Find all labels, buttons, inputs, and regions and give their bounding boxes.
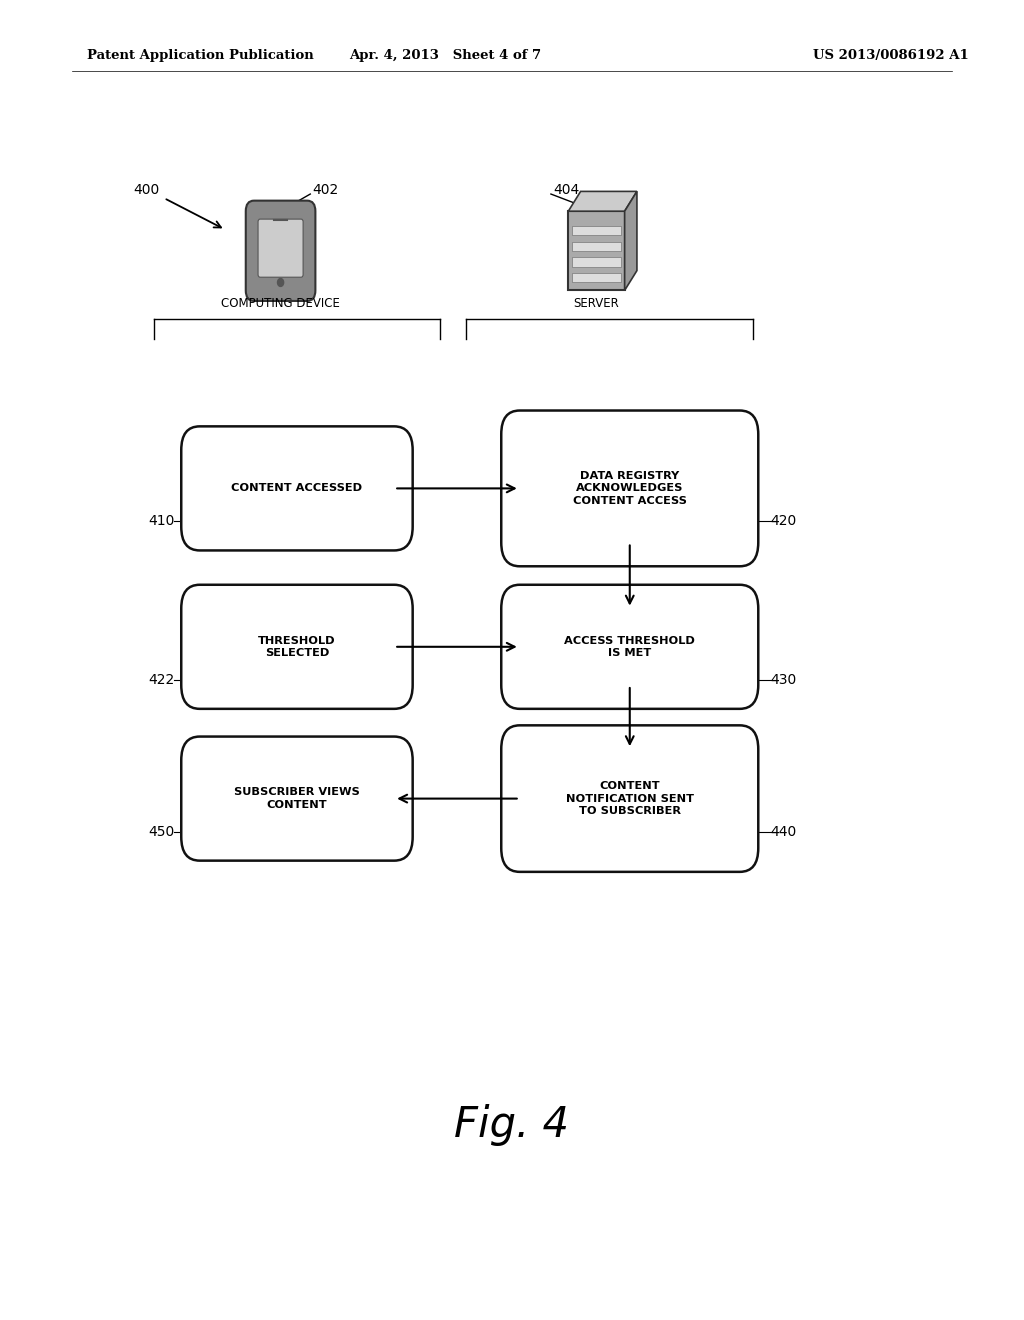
Text: COMPUTING DEVICE: COMPUTING DEVICE: [221, 297, 340, 310]
Text: ACCESS THRESHOLD
IS MET: ACCESS THRESHOLD IS MET: [564, 636, 695, 657]
FancyBboxPatch shape: [258, 219, 303, 277]
FancyBboxPatch shape: [501, 411, 758, 566]
Text: DATA REGISTRY
ACKNOWLEDGES
CONTENT ACCESS: DATA REGISTRY ACKNOWLEDGES CONTENT ACCES…: [572, 471, 687, 506]
FancyBboxPatch shape: [568, 211, 625, 290]
Text: 410: 410: [148, 515, 175, 528]
Text: SUBSCRIBER VIEWS
CONTENT: SUBSCRIBER VIEWS CONTENT: [234, 788, 359, 809]
Text: 440: 440: [770, 825, 797, 838]
Text: 404: 404: [553, 183, 580, 197]
Text: Fig. 4: Fig. 4: [455, 1104, 569, 1146]
Text: 430: 430: [770, 673, 797, 686]
Text: US 2013/0086192 A1: US 2013/0086192 A1: [813, 49, 969, 62]
FancyBboxPatch shape: [501, 726, 758, 871]
FancyBboxPatch shape: [572, 242, 621, 251]
Text: CONTENT ACCESSED: CONTENT ACCESSED: [231, 483, 362, 494]
Text: 400: 400: [133, 183, 160, 197]
Circle shape: [278, 279, 284, 286]
Polygon shape: [625, 191, 637, 290]
FancyBboxPatch shape: [181, 426, 413, 550]
Text: 402: 402: [312, 183, 339, 197]
Text: CONTENT
NOTIFICATION SENT
TO SUBSCRIBER: CONTENT NOTIFICATION SENT TO SUBSCRIBER: [565, 781, 694, 816]
Text: 420: 420: [770, 515, 797, 528]
FancyBboxPatch shape: [181, 585, 413, 709]
Text: 450: 450: [148, 825, 175, 838]
Text: 422: 422: [148, 673, 175, 686]
Text: THRESHOLD
SELECTED: THRESHOLD SELECTED: [258, 636, 336, 657]
FancyBboxPatch shape: [572, 257, 621, 267]
FancyBboxPatch shape: [501, 585, 758, 709]
Text: Patent Application Publication: Patent Application Publication: [87, 49, 313, 62]
FancyBboxPatch shape: [181, 737, 413, 861]
FancyBboxPatch shape: [246, 201, 315, 301]
FancyBboxPatch shape: [572, 226, 621, 235]
FancyBboxPatch shape: [572, 273, 621, 282]
Text: SERVER: SERVER: [573, 297, 618, 310]
Polygon shape: [568, 191, 637, 211]
Text: Apr. 4, 2013   Sheet 4 of 7: Apr. 4, 2013 Sheet 4 of 7: [349, 49, 542, 62]
